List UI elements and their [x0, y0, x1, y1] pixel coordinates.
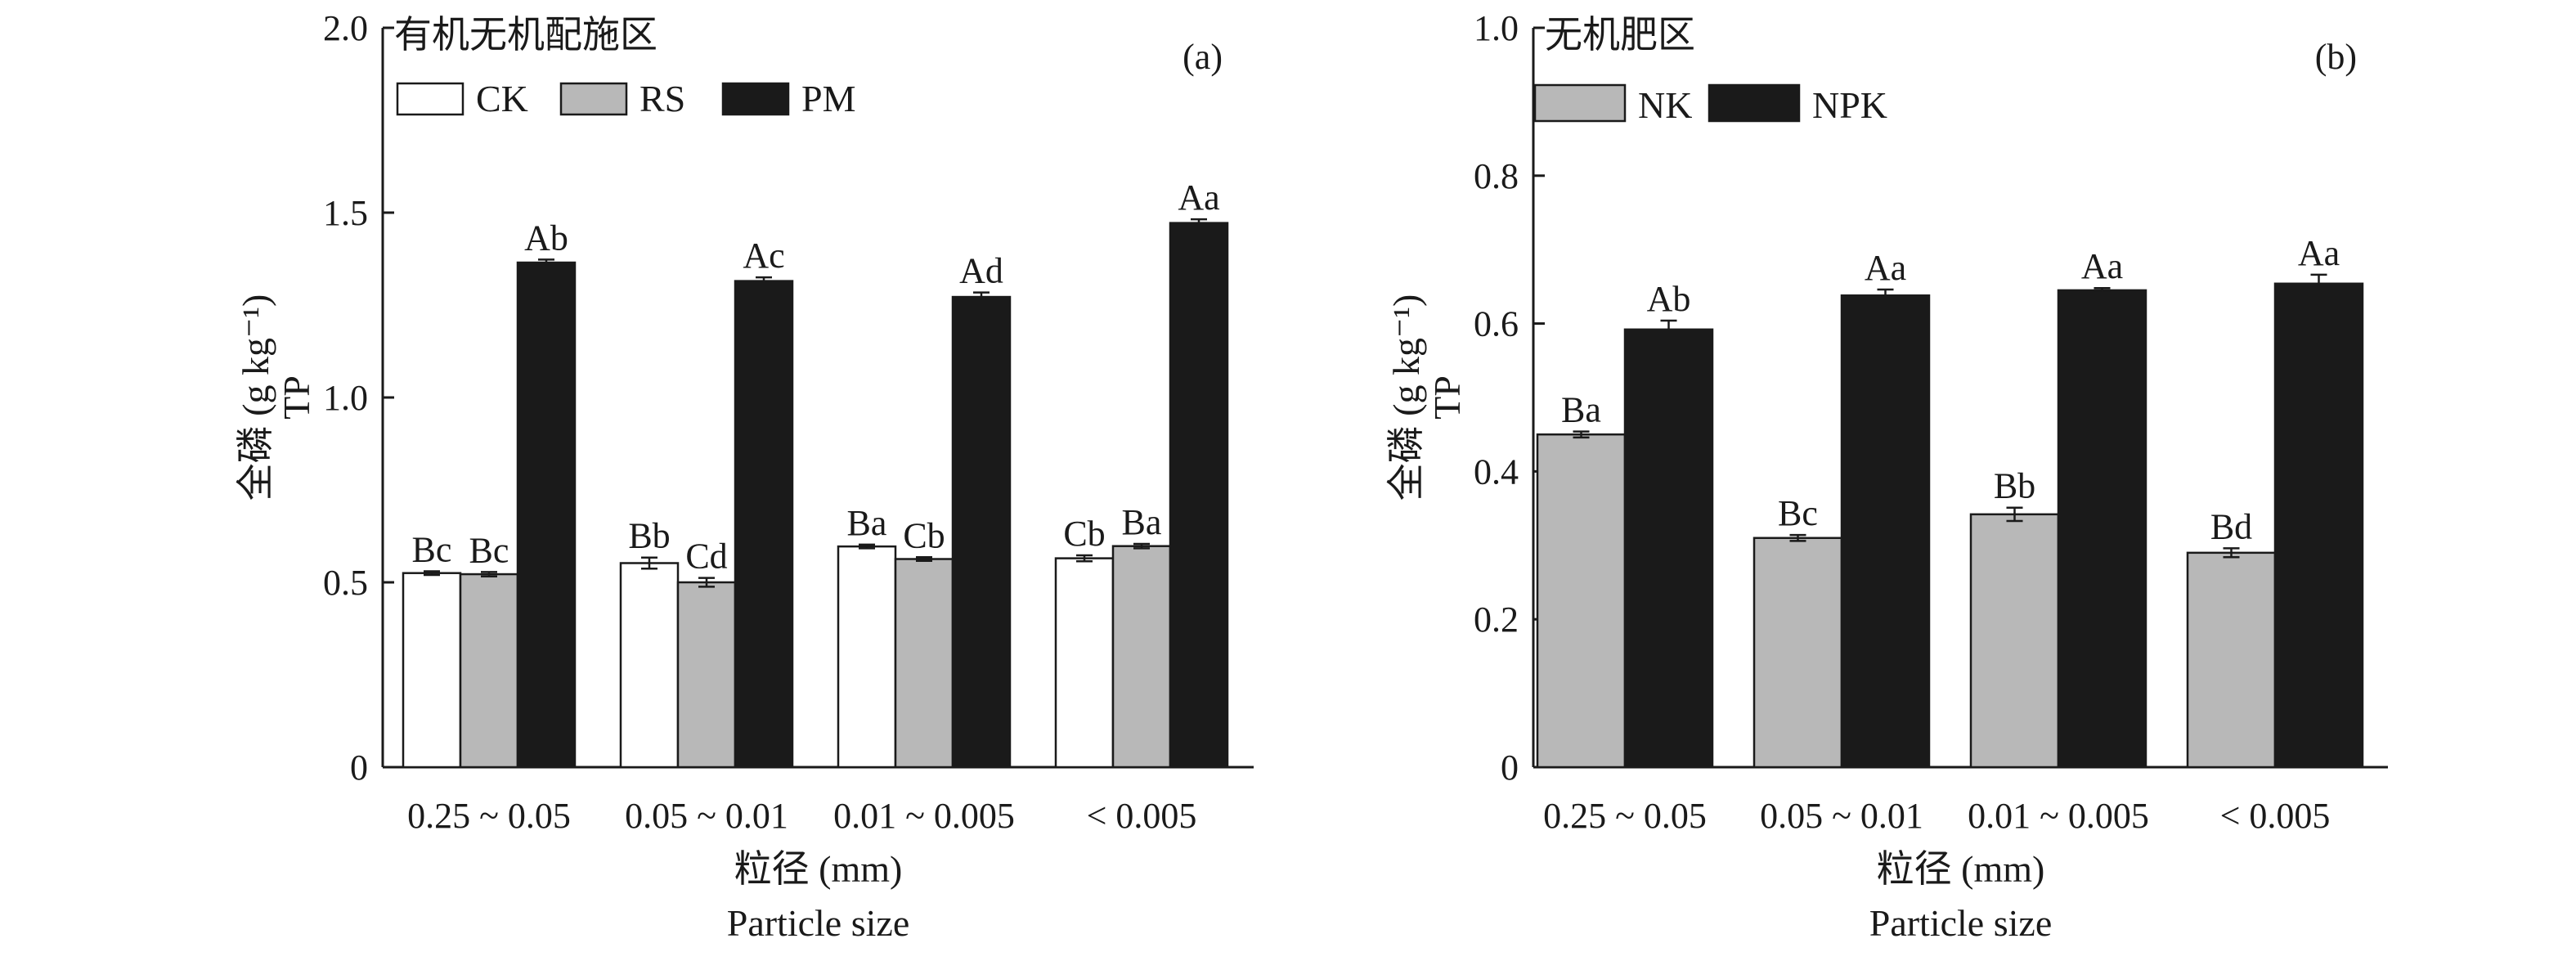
bar-npk — [2273, 282, 2364, 769]
bar-pm — [1169, 222, 1229, 769]
y-tick-label: 1.5 — [323, 193, 368, 233]
y-tick-label: 0 — [350, 748, 368, 788]
x-tick-label: < 0.005 — [2220, 796, 2331, 836]
legend-label: RS — [640, 78, 685, 119]
legend-label: CK — [476, 78, 528, 119]
y-tick-label: 0.8 — [1474, 156, 1519, 196]
data-label: Ba — [847, 503, 887, 543]
y-tick-label: 0.6 — [1474, 304, 1519, 344]
chart-title: 有机无机配施区 — [394, 14, 657, 56]
bar-nk — [1969, 513, 2060, 769]
y-tick-label: 0.5 — [323, 563, 368, 603]
x-tick-label: 0.25 ~ 0.05 — [1543, 796, 1707, 836]
y-tick-label: 0 — [1501, 748, 1519, 788]
x-axis-label-en: Particle size — [727, 902, 910, 944]
panel-label: (b) — [2315, 37, 2357, 77]
x-tick-label: 0.25 ~ 0.05 — [407, 796, 571, 836]
data-label: Ac — [743, 236, 784, 276]
y-axis-label-en: TP — [1426, 375, 1468, 420]
legend-label: NK — [1638, 84, 1692, 126]
y-axis-label-en: TP — [276, 375, 317, 420]
y-axis-label-zh: 全磷 (g kg⁻¹) — [1385, 294, 1427, 501]
bar-npk — [1623, 328, 1714, 769]
x-tick-label: 0.05 ~ 0.01 — [1760, 796, 1923, 836]
data-label: Aa — [2081, 246, 2123, 286]
data-label: Bc — [412, 529, 452, 569]
chart-panel-b: 0 0.2 0.4 0.6 0.8 1.0 Ba Ab 0.25 ~ 0.05 Bc Aa 0.05 … — [1385, 8, 2388, 944]
data-label: Cb — [903, 515, 945, 555]
data-label: Cb — [1063, 514, 1105, 554]
bar-nk — [1536, 433, 1627, 769]
legend-swatch-rs — [559, 82, 628, 116]
bar-npk — [1840, 294, 1931, 769]
legend-swatch-ck — [396, 82, 464, 116]
bar-pm — [516, 261, 577, 769]
bar-nk — [2186, 551, 2277, 769]
data-label: Ab — [524, 218, 568, 258]
bar-rs — [676, 581, 737, 769]
data-label: Ba — [1122, 502, 1162, 542]
x-axis-label-zh: 粒径 (mm) — [734, 848, 903, 890]
x-tick-label: 0.01 ~ 0.005 — [833, 796, 1015, 836]
x-tick-label: 0.01 ~ 0.005 — [1968, 796, 2149, 836]
x-axis-label-zh: 粒径 (mm) — [1877, 848, 2045, 890]
chart-panel-a: 0 0.5 1.0 1.5 2.0 Bc Bc Ab 0.25 ~ 0.05 Bb Cd Ac 0.05… — [235, 8, 1254, 944]
legend-swatch-nk — [1533, 83, 1627, 123]
legend-swatch-pm — [721, 82, 790, 116]
bar-rs — [894, 558, 954, 769]
legend-label: PM — [801, 78, 855, 119]
data-label: Ad — [959, 251, 1003, 291]
data-label: Bb — [628, 516, 670, 556]
legend-swatch-npk — [1708, 83, 1801, 123]
data-label: Cd — [685, 537, 727, 577]
x-tick-label: < 0.005 — [1087, 796, 1197, 836]
bar-nk — [1752, 537, 1843, 769]
data-label: Aa — [2298, 233, 2340, 273]
bar-pm — [951, 295, 1012, 769]
bar-rs — [1111, 545, 1172, 769]
y-tick-label: 2.0 — [323, 8, 368, 48]
data-label: Bc — [1778, 493, 1818, 533]
bar-npk — [2057, 289, 2147, 769]
data-label: Ba — [1561, 390, 1601, 430]
y-tick-label: 1.0 — [323, 378, 368, 418]
bar-ck — [619, 562, 680, 769]
bar-ck — [837, 545, 897, 769]
bar-ck — [1054, 557, 1115, 769]
bar-ck — [402, 572, 462, 769]
y-tick-label: 0.2 — [1474, 600, 1519, 640]
bar-rs — [459, 573, 519, 769]
data-label: Bc — [469, 530, 509, 570]
data-label: Aa — [1178, 177, 1219, 218]
x-axis-label-en: Particle size — [1869, 902, 2053, 944]
data-label: Bd — [2210, 506, 2252, 546]
y-tick-label: 1.0 — [1474, 8, 1519, 48]
chart-title: 无机肥区 — [1545, 14, 1695, 56]
panel-label: (a) — [1183, 37, 1223, 77]
y-tick-label: 0.4 — [1474, 451, 1519, 492]
legend-label: NPK — [1812, 84, 1887, 126]
bar-pm — [734, 280, 794, 769]
y-axis-label-zh: 全磷 (g kg⁻¹) — [235, 294, 276, 501]
data-label: Aa — [1865, 248, 1906, 288]
data-label: Ab — [1647, 279, 1691, 319]
data-label: Bb — [1994, 466, 2035, 506]
x-tick-label: 0.05 ~ 0.01 — [625, 796, 788, 836]
